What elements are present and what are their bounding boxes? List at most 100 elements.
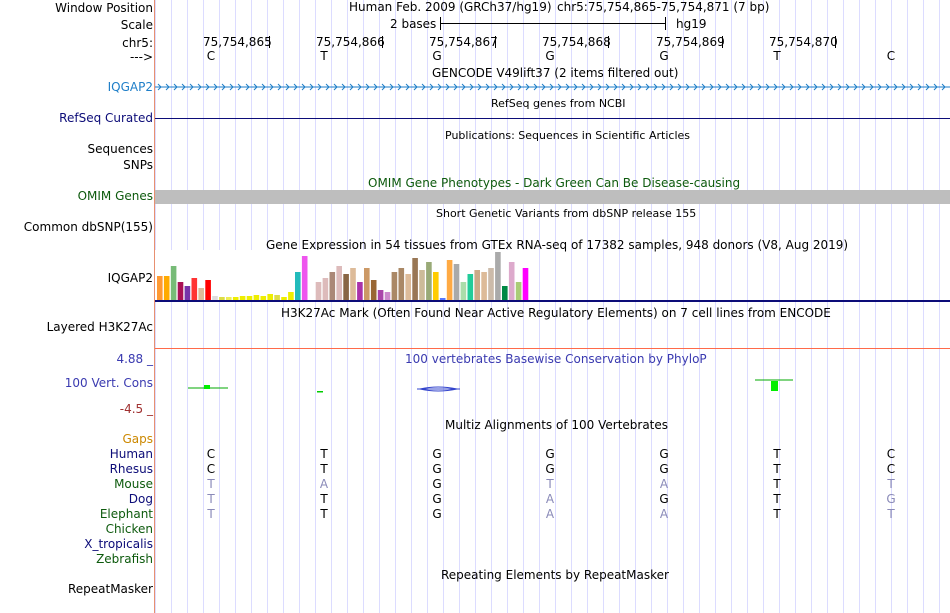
strand-chevron xyxy=(157,83,162,91)
strand-chevron xyxy=(197,83,202,91)
gtex-tissue-bar[interactable] xyxy=(460,282,467,300)
gtex-track-label[interactable]: IQGAP2 xyxy=(107,271,153,285)
gtex-tissue-bar[interactable] xyxy=(405,274,411,300)
species-label-zebrafish[interactable]: Zebrafish xyxy=(96,552,153,566)
gtex-tissue-bar[interactable] xyxy=(419,270,425,300)
gtex-tissue-bar[interactable] xyxy=(170,266,177,300)
refseq-gene-line[interactable] xyxy=(155,118,950,119)
h3k27ac-track-label[interactable]: Layered H3K27Ac xyxy=(46,320,153,334)
gtex-tissue-bar[interactable] xyxy=(481,272,487,300)
gencode-gene-body[interactable] xyxy=(155,80,950,94)
gtex-tissue-bar[interactable] xyxy=(495,252,501,300)
repeatmasker-track-label[interactable]: RepeatMasker xyxy=(67,582,153,596)
gtex-tissue-bar[interactable] xyxy=(198,288,204,300)
gtex-tissue-bar[interactable] xyxy=(336,266,342,300)
aligned-base: A xyxy=(545,492,555,506)
gtex-tissue-bar[interactable] xyxy=(157,276,163,300)
gtex-tissue-bar[interactable] xyxy=(308,297,315,300)
guideline xyxy=(683,0,684,613)
species-label-mouse[interactable]: Mouse xyxy=(114,477,153,491)
gtex-tissue-bar[interactable] xyxy=(260,296,267,300)
gtex-tissue-bar[interactable] xyxy=(488,268,494,300)
species-label-x_tropicalis[interactable]: X_tropicalis xyxy=(84,537,153,551)
strand-chevron xyxy=(245,83,250,91)
gtex-tissue-bar[interactable] xyxy=(350,268,356,300)
gtex-tissue-bar[interactable] xyxy=(446,260,453,300)
species-label-dog[interactable]: Dog xyxy=(128,492,153,506)
species-label-human[interactable]: Human xyxy=(109,447,153,461)
gtex-tissue-bar[interactable] xyxy=(253,295,260,300)
strand-chevron xyxy=(709,83,714,91)
omim-track-label[interactable]: OMIM Genes xyxy=(77,189,153,203)
gtex-tissue-bar[interactable] xyxy=(212,296,218,300)
strand-chevron xyxy=(413,83,418,91)
gencode-track-label[interactable]: IQGAP2 xyxy=(107,80,153,94)
gtex-tissue-bar[interactable] xyxy=(281,297,287,300)
gtex-tissue-bar[interactable] xyxy=(163,276,170,300)
scale-bar-left-cap xyxy=(440,17,441,30)
aligned-base: A xyxy=(545,507,555,521)
guideline xyxy=(171,0,172,613)
gtex-tissue-bar[interactable] xyxy=(246,296,253,300)
strand-chevron xyxy=(365,83,370,91)
strand-chevron xyxy=(213,83,218,91)
snps-track-label[interactable]: SNPs xyxy=(123,158,153,172)
strand-chevron xyxy=(493,83,498,91)
gtex-tissue-bar[interactable] xyxy=(377,290,384,300)
gtex-tissue-bar[interactable] xyxy=(508,262,515,300)
gtex-tissue-bar[interactable] xyxy=(315,282,322,300)
gtex-tissue-bar[interactable] xyxy=(357,282,363,300)
gtex-tissue-bar[interactable] xyxy=(522,268,529,300)
gtex-tissue-bar[interactable] xyxy=(412,258,418,300)
refseq-track-label[interactable]: RefSeq Curated xyxy=(59,111,153,125)
gtex-tissue-bar[interactable] xyxy=(322,278,329,300)
gtex-tissue-bar[interactable] xyxy=(502,286,508,300)
gtex-tissue-bar[interactable] xyxy=(288,292,294,300)
gtex-tissue-bar[interactable] xyxy=(267,294,273,300)
strand-chevron xyxy=(629,83,634,91)
multiz-track-title: Multiz Alignments of 100 Vertebrates xyxy=(445,418,669,432)
species-label-rhesus[interactable]: Rhesus xyxy=(109,462,153,476)
gtex-tissue-bar[interactable] xyxy=(433,272,439,300)
gtex-tissue-bar[interactable] xyxy=(364,268,370,300)
gtex-tissue-bar[interactable] xyxy=(226,297,232,300)
species-label-chicken[interactable]: Chicken xyxy=(105,522,153,536)
gtex-tissue-bar[interactable] xyxy=(426,262,432,300)
gtex-expression-chart[interactable] xyxy=(155,250,950,303)
gtex-tissue-bar[interactable] xyxy=(219,297,225,300)
gtex-tissue-bar[interactable] xyxy=(398,268,405,300)
omim-feature-bar[interactable] xyxy=(155,190,950,204)
gtex-tissue-bar[interactable] xyxy=(453,264,460,300)
gtex-tissue-bar[interactable] xyxy=(467,274,474,300)
gtex-tissue-bar[interactable] xyxy=(205,280,211,300)
ruler-tick xyxy=(608,36,609,48)
gtex-tissue-bar[interactable] xyxy=(177,282,184,300)
gtex-tissue-bar[interactable] xyxy=(343,274,349,300)
phylop-min-label: -4.5 _ xyxy=(119,402,153,416)
species-label-elephant[interactable]: Elephant xyxy=(99,507,153,521)
phylop-conservation-plot[interactable] xyxy=(155,370,950,400)
strand-chevron xyxy=(901,83,906,91)
sequences-track-label[interactable]: Sequences xyxy=(87,142,153,156)
gtex-tissue-bar[interactable] xyxy=(274,295,280,300)
strand-chevron xyxy=(845,83,850,91)
gtex-tissue-bar[interactable] xyxy=(239,296,246,300)
strand-chevron xyxy=(293,83,298,91)
dbsnp-track-label[interactable]: Common dbSNP(155) xyxy=(23,220,153,234)
strand-chevron xyxy=(421,83,426,91)
gtex-tissue-bar[interactable] xyxy=(474,270,480,300)
gtex-tissue-bar[interactable] xyxy=(191,278,198,300)
gtex-tissue-bar[interactable] xyxy=(384,292,391,300)
gtex-tissue-bar[interactable] xyxy=(370,280,377,300)
gtex-tissue-bar[interactable] xyxy=(439,298,446,300)
gtex-tissue-bar[interactable] xyxy=(329,272,336,300)
gtex-tissue-bar[interactable] xyxy=(515,282,522,300)
gtex-tissue-bar[interactable] xyxy=(184,286,191,300)
strand-chevron xyxy=(557,83,562,91)
gtex-tissue-bar[interactable] xyxy=(391,272,398,300)
gtex-tissue-bar[interactable] xyxy=(232,297,239,300)
strand-chevron xyxy=(349,83,354,91)
gtex-tissue-bar[interactable] xyxy=(295,272,301,300)
gtex-tissue-bar[interactable] xyxy=(301,256,308,300)
phylop-track-label[interactable]: 100 Vert. Cons xyxy=(64,376,153,390)
